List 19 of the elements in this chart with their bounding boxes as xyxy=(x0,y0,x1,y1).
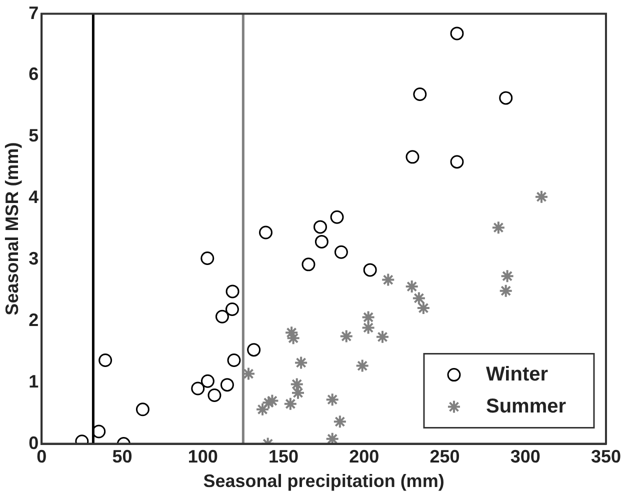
y-tick-label: 1 xyxy=(28,371,39,392)
x-axis-title: Seasonal precipitation (mm) xyxy=(203,471,444,492)
y-axis-title: Seasonal MSR (mm) xyxy=(2,142,22,316)
legend-label: Summer xyxy=(486,395,566,418)
y-tick-label: 6 xyxy=(28,64,39,84)
x-tick-label: 150 xyxy=(268,446,299,467)
legend-label: Winter xyxy=(486,363,548,386)
x-tick-label: 100 xyxy=(188,446,218,467)
y-tick-label: 3 xyxy=(28,248,39,268)
y-tick-label: 4 xyxy=(28,187,39,208)
y-tick-label: 7 xyxy=(28,2,39,23)
y-tick-label: 0 xyxy=(28,432,39,453)
x-tick-label: 50 xyxy=(112,446,132,467)
x-tick-label: 350 xyxy=(590,446,622,467)
x-tick-label: 200 xyxy=(349,446,380,467)
y-tick-label: 5 xyxy=(28,126,39,146)
y-tick-label: 2 xyxy=(28,310,39,330)
x-tick-label: 250 xyxy=(430,446,460,467)
x-tick-label: 300 xyxy=(510,446,540,467)
